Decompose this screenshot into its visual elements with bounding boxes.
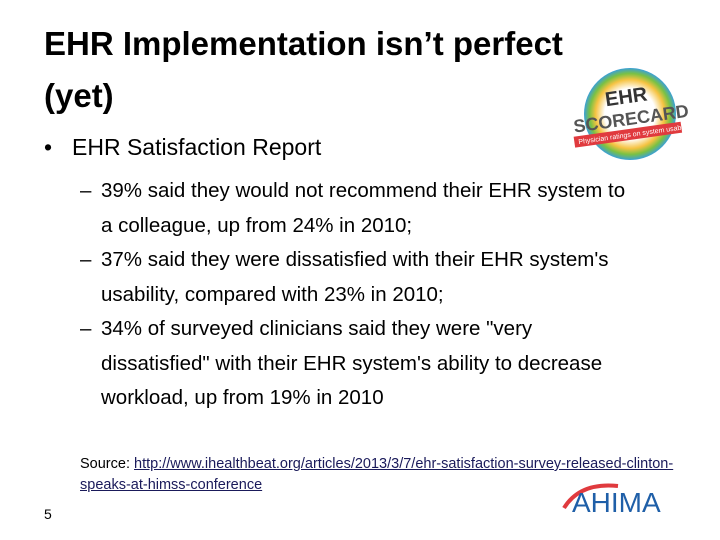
sub-bullet: –37% said they were dissatisfied with th…	[80, 248, 609, 306]
source: Source: http://www.ihealthbeat.org/artic…	[80, 454, 680, 496]
logo-swoosh	[562, 483, 619, 510]
source-label: Source:	[80, 456, 130, 472]
sub-bullet-text: 37% said they were dissatisfied with the…	[101, 248, 609, 306]
ehr-scorecard-logo: EHR SCORECARD Physician ratings on syste…	[572, 68, 692, 160]
ahima-logo: AHIMA	[562, 483, 661, 518]
sub-bullet: –34% of surveyed clinicians said they we…	[80, 317, 603, 409]
logo-banner	[573, 121, 683, 148]
bullet-marker: •	[44, 134, 53, 160]
sub-bullet-text: 34% of surveyed clinicians said they wer…	[101, 317, 603, 409]
sub-bullet-text: 39% said they would not recommend their …	[101, 179, 626, 237]
sub-bullet-list: –39% said they would not recommend their…	[80, 174, 640, 416]
slide-title: EHR Implementation isn’t perfect (yet)	[44, 25, 563, 114]
sub-bullet: –39% said they would not recommend their…	[80, 179, 626, 237]
brand-text: AHIMA	[572, 487, 661, 518]
bullet-text: EHR Satisfaction Report	[72, 134, 322, 160]
source-link[interactable]: http://www.ihealthbeat.org/articles/2013…	[80, 456, 674, 493]
page-number: 5	[44, 506, 52, 522]
